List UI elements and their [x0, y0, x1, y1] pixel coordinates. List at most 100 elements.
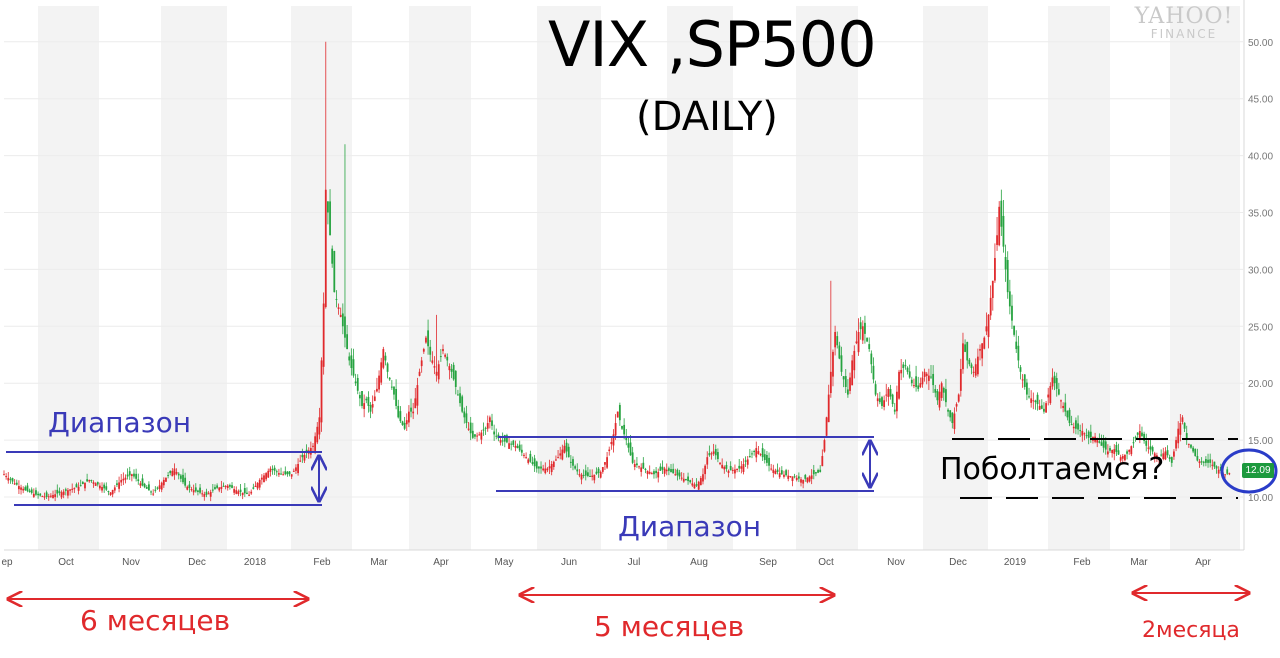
candle-body [329, 201, 331, 236]
candle-body [670, 469, 672, 472]
candle-body [776, 469, 779, 472]
candle-body [233, 489, 236, 493]
candle-body [748, 456, 751, 458]
month-band [537, 6, 601, 550]
candle-body [265, 473, 268, 480]
candle-body [403, 422, 406, 429]
candle-body [56, 489, 59, 494]
candle-body [902, 364, 905, 369]
candle-body [365, 398, 368, 401]
candle-body [1096, 439, 1099, 443]
candle-body [987, 314, 990, 338]
y-tick-label: 10.00 [1248, 493, 1273, 504]
candle-body [514, 445, 517, 448]
candle-body [41, 496, 44, 498]
candle-body [1173, 451, 1175, 457]
candle-body [874, 384, 877, 395]
candle-body [810, 475, 813, 479]
candle-body [356, 377, 359, 391]
candle-body [759, 454, 762, 456]
candle-body [898, 371, 900, 399]
candle-body [612, 434, 615, 446]
candle-body [192, 490, 195, 493]
candle-body [872, 365, 875, 380]
candle-body [642, 462, 645, 469]
candle-body [930, 376, 932, 378]
candle-body [109, 492, 112, 496]
candle-body [312, 445, 314, 447]
candle-body [699, 478, 702, 486]
last-price-badge: 12.09 [1242, 463, 1274, 478]
candle-body [1166, 450, 1169, 456]
candle-body [1106, 451, 1109, 455]
candle-body [996, 235, 998, 245]
candle-body [702, 474, 704, 482]
candle-body [923, 371, 926, 377]
candle-body [214, 487, 216, 490]
month-band [161, 6, 227, 550]
candle-body [881, 397, 883, 406]
candle-body [851, 360, 854, 386]
candle-body [883, 400, 886, 407]
candle-body [868, 344, 871, 350]
candle-body [572, 459, 574, 466]
candle-body [608, 449, 611, 451]
candle-body [43, 496, 46, 498]
candle-body [685, 478, 687, 480]
candle-body [384, 355, 387, 361]
candle-body [559, 453, 562, 456]
candle-body [716, 452, 719, 460]
candle-body [508, 443, 510, 449]
candle-body [587, 472, 589, 477]
candle-body [1134, 436, 1137, 439]
candle-body [1013, 325, 1016, 335]
candle-body [629, 442, 632, 456]
candle-body [1028, 396, 1030, 398]
month-bands [38, 6, 1240, 550]
candle-body [772, 469, 775, 473]
candle-body [834, 331, 837, 348]
candle-body [67, 490, 69, 496]
candle-body [832, 351, 834, 377]
candle-body [763, 454, 766, 461]
y-tick-label: 50.00 [1248, 38, 1273, 49]
candle-body [354, 381, 357, 384]
candle-body [1045, 403, 1047, 413]
candle-body [79, 485, 82, 487]
candle-body [1038, 405, 1041, 410]
candle-body [465, 413, 468, 424]
candle-body [535, 461, 538, 469]
candle-body [1011, 305, 1013, 321]
candle-body [299, 460, 302, 462]
x-tick-label: Jun [561, 557, 577, 568]
candle-body [1021, 379, 1024, 381]
candle-body [648, 471, 651, 474]
candle-body [891, 394, 894, 405]
candle-body [815, 472, 817, 474]
candle-body [582, 474, 585, 476]
candle-body [52, 494, 54, 499]
candle-body [252, 487, 255, 489]
candle-body [1145, 440, 1148, 446]
candle-body [533, 458, 536, 467]
candle-body [1211, 464, 1214, 466]
candle-body [751, 453, 753, 455]
candle-body [910, 379, 913, 384]
candle-body [269, 468, 272, 472]
candle-body [964, 344, 966, 352]
candle-body [1153, 453, 1156, 458]
candle-body [604, 462, 606, 465]
candle-body [676, 469, 679, 476]
candle-body [103, 484, 106, 489]
candle-body [940, 383, 943, 398]
candle-body [1132, 442, 1135, 444]
candle-body [182, 474, 184, 483]
candle-body [320, 360, 323, 423]
candle-body [770, 468, 773, 470]
candle-body [150, 491, 152, 493]
candle-body [795, 477, 798, 480]
candle-body [137, 479, 140, 482]
candle-body [934, 389, 937, 393]
y-tick-label: 30.00 [1248, 265, 1273, 276]
candle-body [501, 440, 504, 442]
